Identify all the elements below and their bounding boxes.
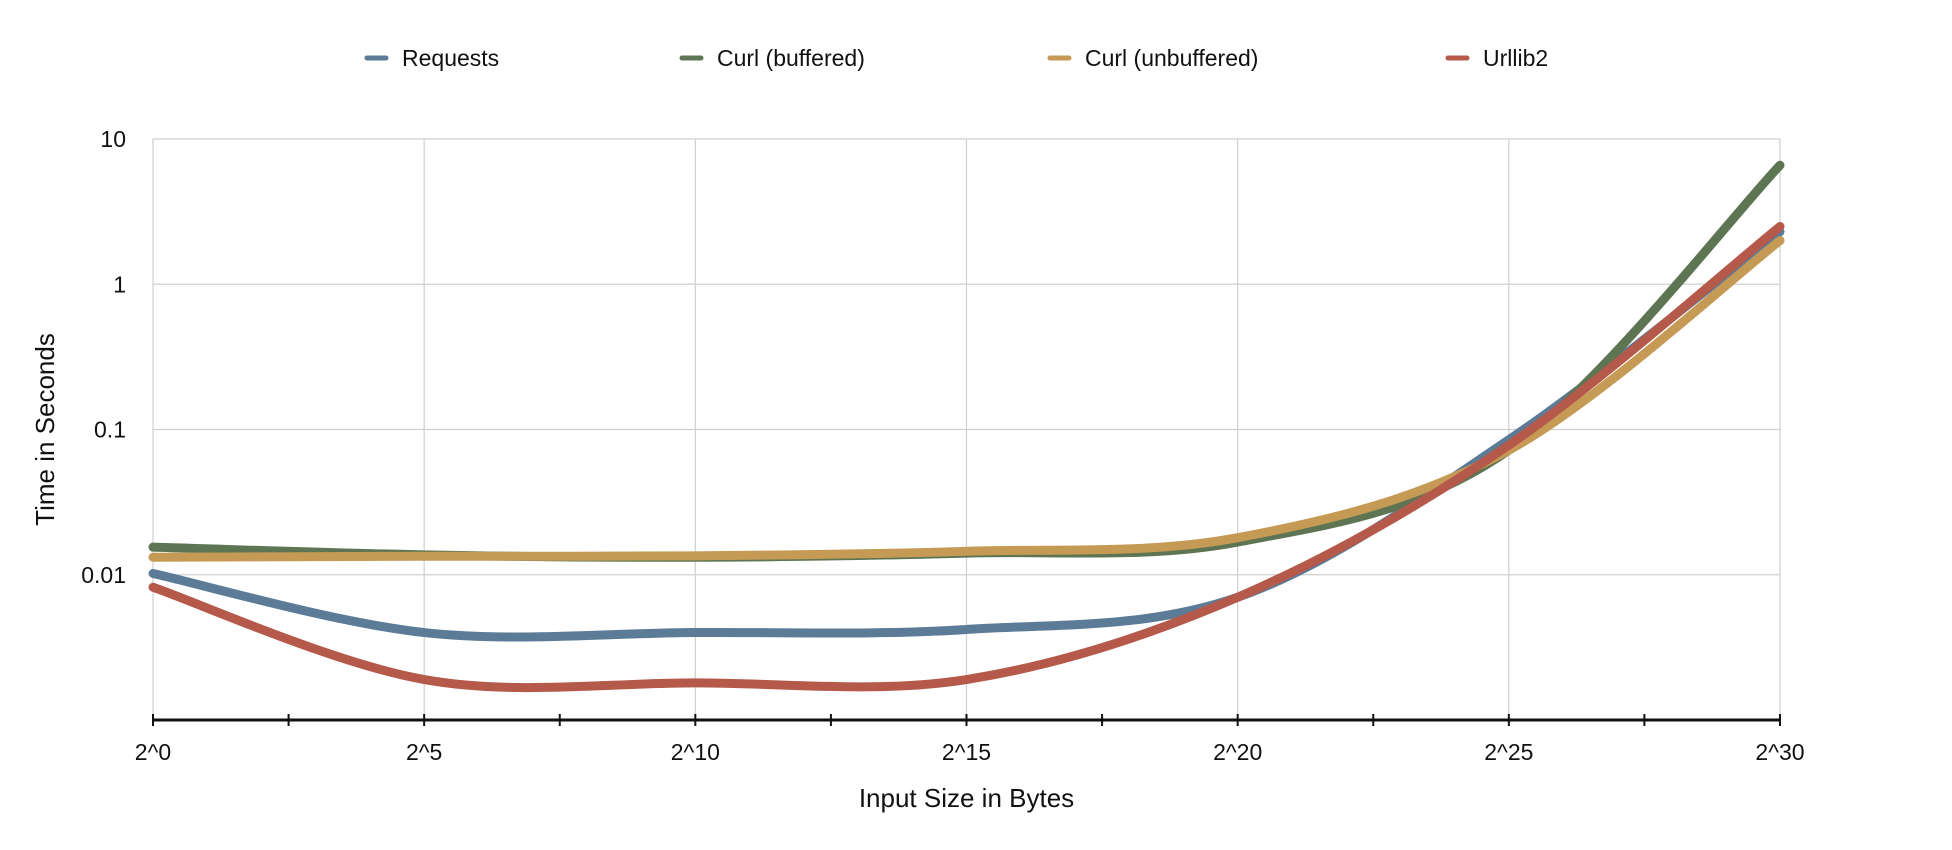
y-tick-label: 0.1: [94, 417, 126, 443]
y-axis-title: Time in Seconds: [30, 333, 60, 526]
y-tick-label: 0.01: [81, 562, 126, 588]
legend-label-curl-buffered: Curl (buffered): [717, 45, 865, 71]
y-tick-label: 1: [113, 271, 126, 297]
x-tick-label: 2^30: [1755, 739, 1804, 765]
legend-item-urllib2: Urllib2: [1445, 45, 1548, 71]
x-tick-label: 2^15: [942, 739, 991, 765]
legend-item-requests: Requests: [364, 45, 499, 71]
legend-label-urllib2: Urllib2: [1483, 45, 1548, 71]
chart-series-layer: [148, 160, 1785, 693]
x-tick-label: 2^25: [1484, 739, 1533, 765]
x-tick-label: 2^20: [1213, 739, 1262, 765]
legend-label-curl-unbuffered: Curl (unbuffered): [1085, 45, 1258, 71]
legend-label-requests: Requests: [402, 45, 499, 71]
x-tick-label: 2^0: [135, 739, 171, 765]
series-line-urllib2: [148, 221, 1785, 693]
y-tick-label: 10: [100, 126, 126, 152]
series-line-curl-unbuffered: [148, 236, 1785, 562]
x-tick-label: 2^10: [671, 739, 720, 765]
legend-item-curl-buffered: Curl (buffered): [679, 45, 865, 71]
x-tick-label: 2^5: [406, 739, 442, 765]
chart-labels: 2^0 2^5 2^10 2^15 2^20 2^25 2^30 0.01 0.1 1 10 Inpu…: [30, 126, 1805, 813]
chart-axes: [152, 714, 1781, 726]
x-axis-title: Input Size in Bytes: [859, 783, 1074, 813]
legend-item-curl-unbuffered: Curl (unbuffered): [1047, 45, 1258, 71]
chart-legend: Requests Curl (buffered) Curl (unbuffered)…: [364, 45, 1548, 71]
